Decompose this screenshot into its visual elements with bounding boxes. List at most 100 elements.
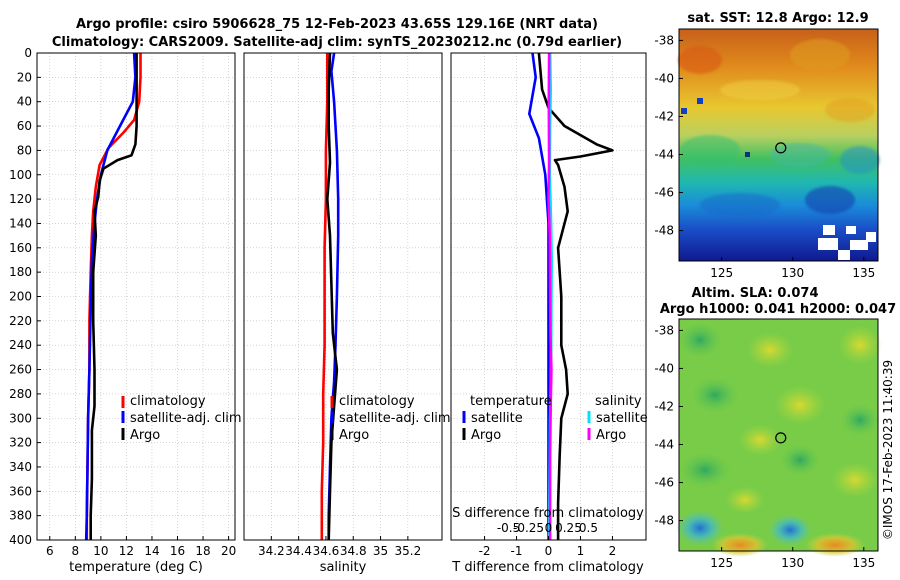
legend-label-satellite-adj: satellite-adj. clim (339, 411, 451, 426)
sst-map-panel: sat. SST: 12.8 Argo: 12.9 (654, 11, 880, 280)
s-tick-label: 0 (545, 521, 553, 535)
salinity-x-ticks: 34.2 34.4 34.6 34.8 35 35.2 (258, 536, 421, 558)
y-tick-label: 180 (9, 265, 32, 279)
figure-title-line1: Argo profile: csiro 5906628_75 12-Feb-20… (76, 17, 598, 32)
x-tick-label: 8 (72, 544, 80, 558)
sst-missing-data (846, 226, 856, 234)
map-y-tick-label: -42 (654, 399, 674, 413)
sst-texture (678, 39, 880, 217)
map-y-tick-label: -40 (654, 71, 674, 85)
argo-location-marker (775, 142, 787, 154)
s-tick-label: -0.25 (513, 521, 544, 535)
x-tick-label: 18 (195, 544, 210, 558)
s-tick-label: 0.25 (555, 521, 582, 535)
temperature-series (84, 52, 142, 541)
y-tick-label: 100 (9, 168, 32, 182)
map-y-tick-label: -44 (654, 438, 674, 452)
x-tick-label: 0 (545, 544, 553, 558)
sla-heatmap (676, 319, 882, 557)
y-tick-label: 320 (9, 436, 32, 450)
y-tick-label: 360 (9, 484, 32, 498)
map-y-tick-label: -38 (654, 33, 674, 47)
salinity-series (320, 52, 340, 541)
temperature-panel: 0 20 40 60 80 100 120 140 160 180 200 220 240 260 280 3… (9, 46, 242, 575)
y-tick-label: 120 (9, 192, 32, 206)
sst-pixel (697, 98, 703, 104)
sst-map-ticks: 125 130 135 -38 -40 -42 -44 -46 -48 (654, 33, 875, 280)
y-tick-label: 300 (9, 411, 32, 425)
sla-map-ticks: 125 130 135 -38 -40 -42 -44 -46 -48 (654, 323, 875, 570)
map-x-tick-label: 125 (710, 556, 733, 570)
y-tick-label: 380 (9, 509, 32, 523)
s-tick-label: -0.5 (497, 521, 520, 535)
y-tick-label: 280 (9, 387, 32, 401)
difference-panel: -2 -1 0 1 2 T difference from climatology S … (450, 52, 648, 575)
salinity-xlabel: salinity (320, 560, 367, 575)
sst-heatmap (678, 29, 880, 261)
legend-label-t-argo: Argo (471, 428, 501, 443)
sst-missing-data (838, 250, 850, 260)
legend-label-climatology: climatology (339, 394, 415, 409)
y-tick-label: 40 (17, 95, 32, 109)
y-tick-label: 20 (17, 70, 32, 84)
map-x-tick-label: 135 (852, 556, 875, 570)
y-tick-label: 80 (17, 143, 32, 157)
x-tick-label: 10 (93, 544, 108, 558)
x-tick-label: -2 (479, 544, 491, 558)
salinity-axes-frame (243, 52, 443, 541)
map-x-tick-label: 135 (852, 266, 875, 280)
temperature-x-ticks: 6 8 10 12 14 16 18 20 (46, 536, 236, 558)
x-tick-label: 35.2 (395, 544, 422, 558)
series-line-argo (325, 52, 339, 541)
sst-pixel (745, 152, 750, 157)
map-y-tick-label: -46 (654, 476, 674, 490)
figure-title-line2: Climatology: CARS2009. Satellite-adj cli… (52, 35, 622, 50)
series-line-t-argo (537, 52, 614, 540)
sst-map-frame (678, 28, 879, 262)
x-tick-label: 16 (170, 544, 185, 558)
difference-series (527, 52, 614, 541)
s-tick-label: 0.5 (579, 521, 598, 535)
map-y-tick-label: -40 (654, 361, 674, 375)
salinity-legend: climatology satellite-adj. clim Argo (330, 394, 451, 443)
sla-map-title-line1: Altim. SLA: 0.074 (692, 286, 819, 301)
y-tick-label: 340 (9, 460, 32, 474)
x-tick-label: 12 (119, 544, 134, 558)
temperature-y-ticks: 0 20 40 60 80 100 120 140 160 180 200 220 240 260 280 3… (9, 46, 41, 547)
difference-xlabel: T difference from climatology (451, 560, 644, 575)
x-tick-label: 35 (373, 544, 388, 558)
legend-title-temperature: temperature (470, 394, 552, 409)
sst-missing-data (866, 232, 876, 242)
y-tick-label: 400 (9, 533, 32, 547)
map-y-tick-label: -42 (654, 109, 674, 123)
temperature-xlabel: temperature (deg C) (69, 560, 203, 575)
s-difference-ticks: -0.5-0.25 0 0.250.5 (497, 521, 598, 535)
x-tick-label: 34.2 (258, 544, 285, 558)
x-tick-label: -1 (511, 544, 523, 558)
sla-map-frame (678, 318, 879, 552)
map-x-tick-label: 130 (781, 266, 804, 280)
sla-map-title-line2: Argo h1000: 0.041 h2000: 0.047 (660, 302, 896, 317)
map-y-tick-label: -48 (654, 514, 674, 528)
series-line-argo (89, 53, 138, 540)
y-tick-label: 60 (17, 119, 32, 133)
temperature-legend: climatology satellite-adj. clim Argo (121, 394, 242, 443)
copyright-timestamp: ©IMOS 17-Feb-2023 11:40:39 (881, 360, 895, 540)
map-y-tick-label: -48 (654, 224, 674, 238)
argo-location-marker (775, 432, 787, 444)
series-line-s-argo (547, 52, 553, 540)
x-tick-label: 34.8 (340, 544, 367, 558)
legend-label-satellite-adj: satellite-adj. clim (130, 411, 242, 426)
x-tick-label: 6 (46, 544, 54, 558)
salinity-panel: 34.2 34.4 34.6 34.8 35 35.2 salinity climatol… (243, 52, 451, 575)
y-tick-label: 220 (9, 314, 32, 328)
legend-label-argo: Argo (130, 428, 160, 443)
y-tick-label: 240 (9, 338, 32, 352)
difference-x-ticks: -2 -1 0 1 2 (479, 536, 616, 558)
sst-missing-data (823, 225, 835, 235)
legend-label-s-satellite: satellite (596, 411, 648, 426)
sst-pixel (681, 108, 687, 114)
x-tick-label: 14 (144, 544, 159, 558)
map-x-tick-label: 130 (781, 556, 804, 570)
